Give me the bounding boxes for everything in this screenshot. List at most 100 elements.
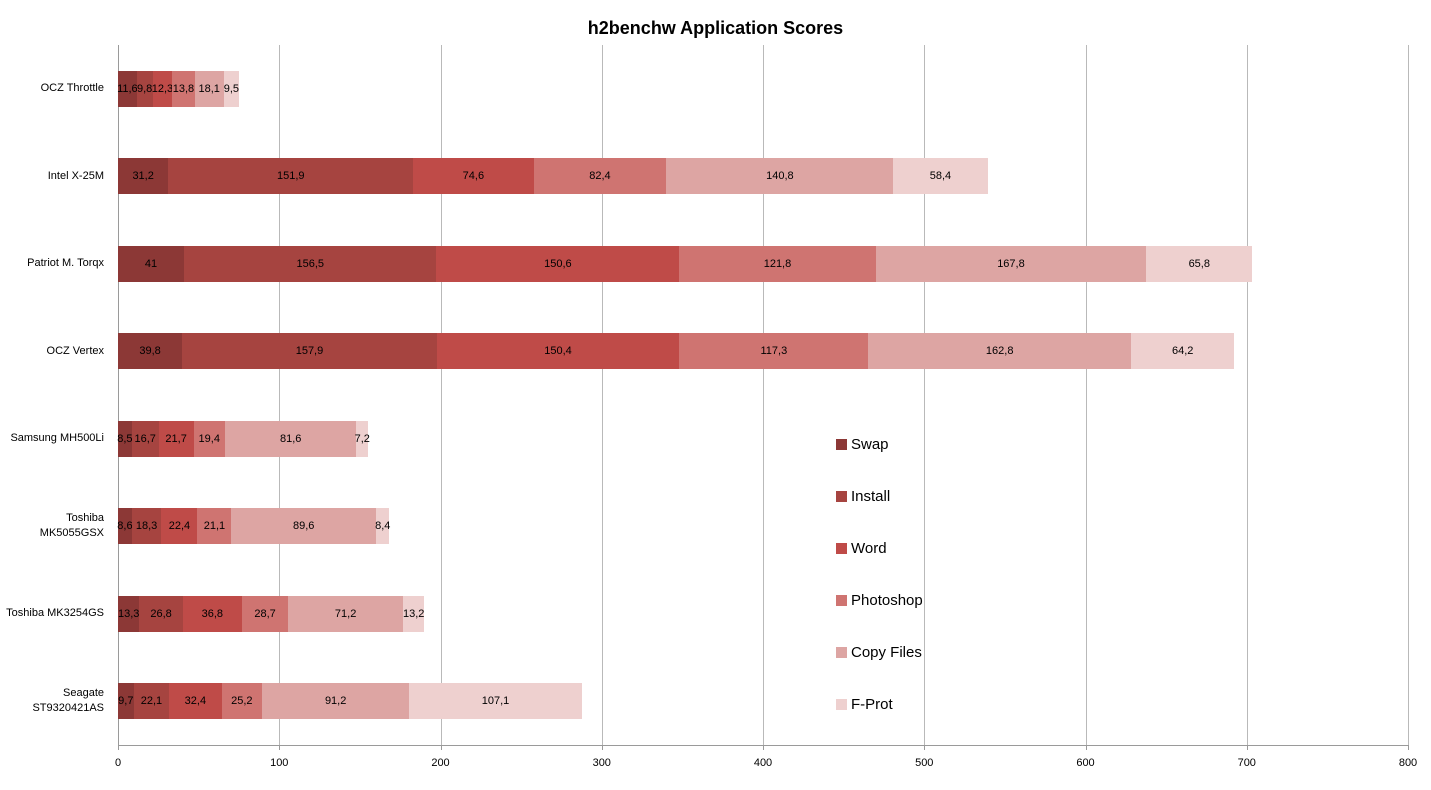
legend: Swap Install Word Photoshop Copy Files F-Prot [836, 433, 923, 745]
x-axis-tick-label: 0 [114, 757, 122, 769]
legend-swatch [836, 595, 847, 606]
x-axis-tick [1246, 745, 1248, 750]
bar-stack: 8,6 18,3 22,4 21,1 89,6 8,4 [117, 508, 390, 545]
bar-segment: 18,3 [131, 508, 162, 545]
x-axis-tick-label: 100 [270, 757, 289, 769]
bar-segment: 18,1 [194, 70, 224, 107]
bar-segment: 71,2 [288, 595, 404, 632]
legend-swatch [836, 699, 847, 710]
bar-segment: 36,8 [182, 595, 242, 632]
bar-row: 39,8 157,9 150,4 117,3 162,8 64,2 [118, 308, 1408, 396]
bar-segment: 22,4 [161, 508, 198, 545]
legend-label: Word [851, 540, 887, 557]
bar-segment: 167,8 [875, 245, 1147, 282]
bar-segment: 162,8 [868, 333, 1131, 370]
bar-segment: 32,4 [169, 683, 222, 720]
x-axis-tick-label: 700 [1237, 757, 1256, 769]
bar-row: 9,7 22,1 32,4 25,2 91,2 107,1 [118, 658, 1408, 746]
bar-segment: 8,6 [117, 508, 133, 545]
bar-segment: 28,7 [241, 595, 289, 632]
bar-segment: 21,1 [197, 508, 232, 545]
bar-row: 11,6 9,8 12,3 13,8 18,1 9,5 [117, 45, 1408, 133]
bar-segment: 151,9 [168, 158, 414, 195]
bar-segment: 91,2 [262, 683, 410, 720]
gridline [1408, 45, 1409, 745]
x-axis-tick [763, 745, 764, 750]
bar-segment: 64,2 [1130, 333, 1235, 370]
bar-segment: 150,4 [436, 333, 680, 370]
bar-row: 41 156,5 150,6 121,8 167,8 65,8 [118, 220, 1408, 308]
bar-segment: 8,5 [117, 420, 133, 457]
y-axis-labels: OCZ Throttle Intel X-25M Patriot M. Torqx O… [0, 45, 112, 745]
bar-segment: 8,4 [375, 508, 390, 545]
bar-segment: 21,7 [158, 420, 194, 457]
gridline [440, 45, 442, 745]
x-axis-tick-label: 600 [1076, 757, 1095, 769]
bar-segment: 19,4 [193, 420, 225, 457]
gridline [601, 45, 603, 745]
bar-segment: 140,8 [666, 158, 894, 195]
chart-title: h2benchw Application Scores [587, 18, 844, 38]
bar-stack: 41 156,5 150,6 121,8 167,8 65,8 [118, 245, 1253, 282]
x-axis-tick [440, 745, 442, 750]
legend-label: Photoshop [851, 592, 923, 609]
category-label: Intel X-25M [47, 169, 104, 182]
bar-segment: 157,9 [182, 333, 437, 370]
bar-segment: 9,8 [136, 70, 153, 107]
x-axis-tick [601, 745, 603, 750]
bar-row: 13,3 26,8 36,8 28,7 71,2 13,2 [118, 570, 1408, 658]
bar-segment: 81,6 [224, 420, 357, 457]
bar-row: 8,5 16,7 21,7 19,4 81,6 7,2 [117, 395, 1408, 483]
bar-segment: 121,8 [679, 245, 876, 282]
bar-row: 8,6 18,3 22,4 21,1 89,6 8,4 [117, 483, 1408, 571]
bar-segment: 22,1 [133, 683, 170, 720]
category-label: Toshiba MK3254GS [6, 607, 104, 620]
bar-segment: 82,4 [533, 158, 667, 195]
x-axis-tick-label: 500 [915, 757, 934, 769]
bar-segment: 12,3 [152, 70, 173, 107]
bar-segment: 16,7 [131, 420, 159, 457]
bar-stack: 39,8 157,9 150,4 117,3 162,8 64,2 [118, 333, 1235, 370]
legend-item: Word [836, 537, 923, 560]
bar-stack: 31,2 151,9 74,6 82,4 140,8 58,4 [118, 158, 988, 195]
bar-segment: 150,6 [436, 245, 680, 282]
gridline [924, 45, 926, 745]
bar-segment: 58,4 [893, 158, 988, 195]
legend-item: Photoshop [836, 589, 923, 612]
bar-segment: 65,8 [1146, 245, 1253, 282]
bar-stack: 9,7 22,1 32,4 25,2 91,2 107,1 [118, 683, 582, 720]
bar-row: 31,2 151,9 74,6 82,4 140,8 58,4 [118, 133, 1408, 221]
category-label: Toshiba MK5055GSX [39, 512, 104, 540]
x-axis-tick-label: 300 [592, 757, 611, 769]
x-axis-tick-label: 400 [753, 757, 773, 769]
legend-swatch [836, 439, 847, 450]
bar-segment: 9,7 [118, 683, 134, 720]
bar-segment: 13,3 [118, 595, 140, 632]
bar-segment: 74,6 [413, 158, 534, 195]
legend-label: Swap [851, 436, 889, 453]
category-label: Patriot M. Torqx [27, 257, 104, 270]
bar-segment: 117,3 [679, 333, 869, 370]
legend-item: Swap [836, 433, 923, 456]
legend-label: Copy Files [851, 644, 922, 661]
bar-segment: 9,5 [223, 70, 240, 107]
bar-segment: 25,2 [221, 683, 263, 720]
legend-item: Copy Files [836, 641, 923, 664]
legend-swatch [836, 543, 847, 554]
bar-stack: 13,3 26,8 36,8 28,7 71,2 13,2 [118, 595, 424, 632]
category-label: Seagate ST9320421AS [32, 687, 104, 715]
bar-segment: 39,8 [118, 333, 183, 370]
gridline [763, 45, 764, 745]
x-axis-tick-label: 200 [431, 757, 450, 769]
bar-segment: 89,6 [231, 508, 376, 545]
legend-item: Install [836, 485, 923, 508]
x-axis-tick [118, 745, 119, 750]
bar-segment: 7,2 [355, 420, 370, 457]
legend-swatch [836, 491, 847, 502]
gridline [118, 45, 119, 745]
category-label: Samsung MH500Li [10, 432, 104, 445]
legend-item: F-Prot [836, 693, 923, 716]
gridline [1246, 45, 1248, 745]
bar-segment: 11,6 [117, 70, 138, 107]
